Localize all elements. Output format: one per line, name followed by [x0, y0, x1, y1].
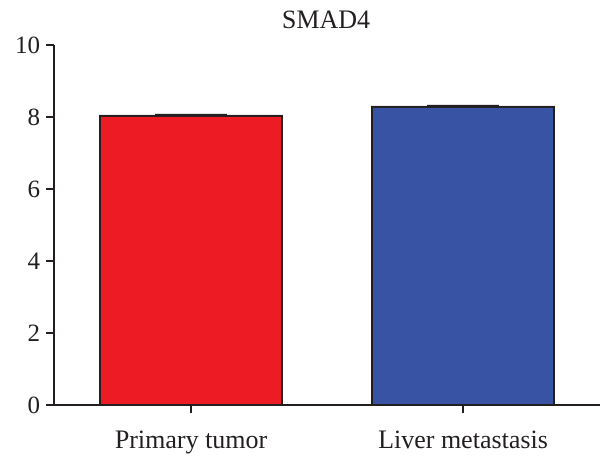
category-label-liver-metastasis: Liver metastasis [378, 425, 548, 454]
y-tick-label-2: 2 [28, 320, 41, 347]
y-tick-label-0: 0 [28, 392, 41, 419]
category-label-primary-tumor: Primary tumor [115, 425, 268, 454]
bars-group [99, 104, 555, 406]
chart-title: SMAD4 [282, 5, 370, 34]
y-tick-label-10: 10 [15, 32, 40, 59]
y-tick-label-6: 6 [28, 176, 41, 203]
bar-liver-metastasis [371, 105, 555, 406]
category-labels-group: Primary tumor Liver metastasis [115, 425, 548, 454]
y-tick-label-8: 8 [28, 104, 41, 131]
y-tick-label-4: 4 [28, 248, 41, 275]
bar-primary-tumor [99, 114, 283, 406]
